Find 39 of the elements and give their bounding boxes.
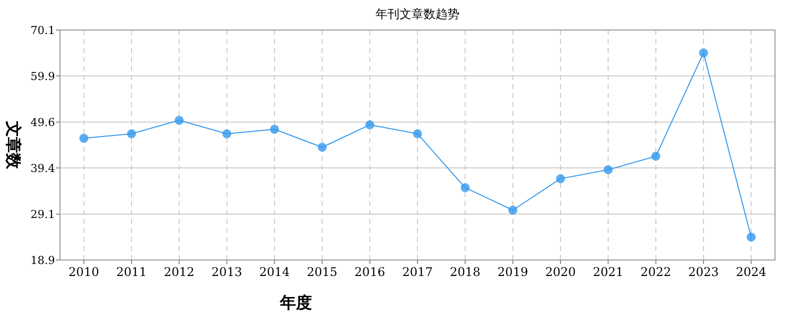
point bbox=[270, 124, 279, 134]
point bbox=[222, 129, 232, 138]
point bbox=[746, 232, 756, 242]
point bbox=[318, 142, 327, 152]
x-tick-label: 2014 bbox=[259, 265, 290, 279]
x-tick-label: 2017 bbox=[402, 265, 433, 279]
point bbox=[127, 129, 136, 138]
point bbox=[365, 120, 374, 130]
y-tick-label: 18.9 bbox=[30, 254, 55, 267]
point bbox=[508, 206, 518, 215]
y-axis-title: 文章数 bbox=[4, 120, 23, 170]
point bbox=[651, 152, 660, 161]
x-tick-label: 2019 bbox=[498, 265, 528, 279]
x-tick-label: 2023 bbox=[688, 265, 719, 279]
point bbox=[413, 129, 422, 138]
point bbox=[174, 116, 184, 125]
x-tick-label: 2012 bbox=[164, 265, 194, 279]
x-tick-label: 2015 bbox=[306, 265, 338, 279]
x-tick-label: 2010 bbox=[68, 265, 100, 279]
point bbox=[604, 165, 613, 174]
x-tick-label: 2022 bbox=[640, 265, 672, 279]
x-tick-label: 2020 bbox=[545, 265, 576, 279]
x-tick-label: 2011 bbox=[116, 265, 147, 279]
x-tick-label: 2013 bbox=[212, 265, 242, 279]
y-tick-label: 59.9 bbox=[30, 70, 55, 83]
point bbox=[556, 174, 565, 184]
x-axis-title: 年度 bbox=[279, 293, 312, 312]
chart-title: 年刊文章数趋势 bbox=[376, 7, 460, 21]
x-tick-label: 2016 bbox=[354, 265, 386, 279]
point bbox=[460, 183, 470, 192]
y-tick-label: 70.1 bbox=[30, 24, 55, 37]
y-tick-label: 49.6 bbox=[30, 116, 55, 130]
y-tick-label: 29.1 bbox=[30, 208, 55, 222]
x-tick-label: 2024 bbox=[736, 265, 767, 279]
point bbox=[699, 48, 708, 58]
y-tick-label: 39.4 bbox=[30, 162, 55, 175]
point bbox=[79, 134, 88, 143]
x-tick-label: 2021 bbox=[592, 265, 624, 279]
x-tick-label: 2018 bbox=[450, 265, 480, 279]
